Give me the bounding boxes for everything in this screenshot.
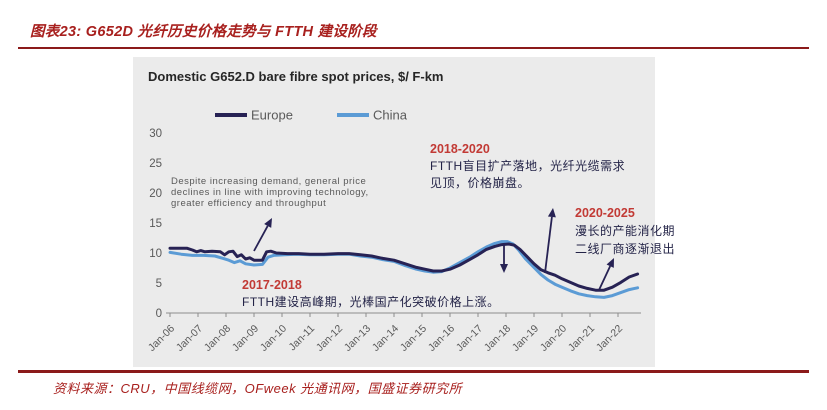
series-line-europe [168, 242, 640, 292]
arrow-shaft [253, 225, 269, 252]
annotation-line: greater efficiency and throughput [171, 198, 326, 209]
arrow-head [547, 208, 556, 218]
annotation-line: 见顶，价格崩盘。 [430, 175, 530, 190]
y-tick-label: 25 [149, 158, 162, 170]
legend-item-china: China [337, 108, 408, 123]
source-note: 资料来源：CRU，中国线缆网，OFweek 光通讯网，国盛证券研究所 [53, 381, 463, 396]
bottom-divider [18, 370, 809, 373]
y-tick-label: 30 [149, 128, 162, 140]
y-axis-labels: 0 5 10 15 20 25 30 [149, 128, 162, 320]
annotation-phase-2017-2018: 2017-2018 FTTH建设高峰期，光棒国产化突破价格上涨。 [242, 278, 500, 309]
annotation-tech-progress-note: Despite increasing demand, general price… [171, 176, 369, 209]
y-tick-label: 20 [149, 188, 162, 200]
annotation-line: FTTH建设高峰期，光棒国产化突破价格上涨。 [242, 294, 500, 309]
annotation-heading: 2017-2018 [242, 278, 302, 292]
y-tick-label: 5 [156, 278, 162, 290]
arrow-2020-2025 [598, 258, 614, 291]
legend-item-europe: Europe [215, 108, 293, 123]
figure-caption: 图表23: G652D 光纤历史价格走势与 FTTH 建设阶段 [30, 24, 377, 40]
arrow-head [500, 264, 508, 273]
y-tick-label: 10 [149, 248, 162, 260]
price-chart: Domestic G652.D bare fibre spot prices, … [133, 57, 675, 367]
y-tick-label: 15 [149, 218, 162, 230]
annotation-heading: 2018-2020 [430, 142, 490, 156]
top-divider [18, 47, 809, 49]
arrow-head [264, 218, 272, 228]
y-tick-label: 0 [156, 308, 162, 320]
annotation-line: declines in line with improving technolo… [171, 187, 369, 198]
arrow-tech-progress [253, 218, 272, 252]
arrow-price-collapse [500, 245, 508, 273]
chart-title: Domestic G652.D bare fibre spot prices, … [148, 69, 444, 84]
arrow-2018-2020 [544, 208, 556, 274]
annotation-line: 漫长的产能消化期 [575, 223, 675, 238]
annotation-line: 二线厂商逐渐退出 [575, 241, 675, 256]
legend-label-europe: Europe [251, 108, 293, 123]
legend-label-china: China [373, 108, 408, 123]
annotation-line: FTTH盲目扩产落地，光纤光缆需求 [430, 158, 625, 173]
arrow-shaft [544, 216, 553, 274]
arrow-head [606, 258, 614, 268]
arrow-shaft [598, 265, 611, 291]
annotation-line: Despite increasing demand, general price [171, 176, 366, 187]
annotation-heading: 2020-2025 [575, 206, 635, 220]
